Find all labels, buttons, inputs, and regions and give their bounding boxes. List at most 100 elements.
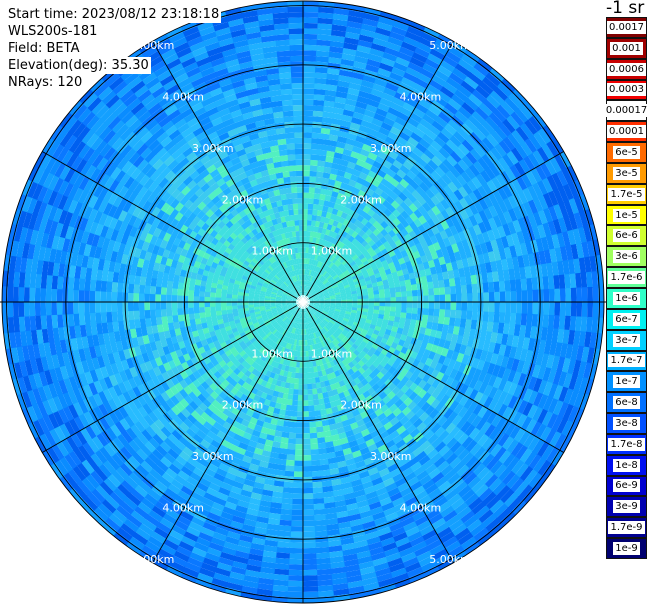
heatmap-cell <box>317 307 324 311</box>
heatmap-cell <box>293 126 304 133</box>
heatmap-cell <box>305 350 309 357</box>
heatmap-cell <box>248 306 255 311</box>
heatmap-cell <box>297 312 300 318</box>
heatmap-cell <box>317 447 327 455</box>
heatmap-cell <box>367 287 374 292</box>
heatmap-cell <box>303 126 313 133</box>
heatmap-cell <box>337 263 344 270</box>
heatmap-cell <box>314 331 319 338</box>
heatmap-cell <box>247 334 255 341</box>
heatmap-cell <box>297 345 301 352</box>
heatmap-cell <box>237 301 243 306</box>
heatmap-cell <box>316 280 322 286</box>
heatmap-cell <box>259 321 266 327</box>
heatmap-cell <box>307 303 314 307</box>
heatmap-cell <box>270 319 277 325</box>
heatmap-cell <box>308 316 312 323</box>
heatmap-cell <box>309 427 317 434</box>
heatmap-cell <box>321 210 328 218</box>
heatmap-cell <box>332 286 339 291</box>
heatmap-cell <box>150 316 158 326</box>
heatmap-cell <box>292 310 297 316</box>
heatmap-cell <box>326 337 332 344</box>
heatmap-cell <box>264 299 271 302</box>
heatmap-cell <box>242 326 250 332</box>
heatmap-cell <box>292 104 304 111</box>
heatmap-cell <box>317 281 323 287</box>
heatmap-cell <box>293 258 298 265</box>
heatmap-cell <box>327 276 333 282</box>
heatmap-cell <box>288 294 294 298</box>
heatmap-cell <box>306 323 309 330</box>
heatmap-cell <box>238 288 245 293</box>
heatmap-cell <box>344 350 351 358</box>
heatmap-cell <box>382 279 389 286</box>
heatmap-cell <box>282 268 287 275</box>
heatmap-cell <box>290 520 303 527</box>
heatmap-cell <box>361 285 368 290</box>
heatmap-cell <box>362 337 370 344</box>
heatmap-cell <box>281 233 287 240</box>
heatmap-cell <box>283 291 289 296</box>
heatmap-cell <box>280 328 286 335</box>
heatmap-cell <box>295 281 298 287</box>
heatmap-cell <box>276 281 282 286</box>
heatmap-cell <box>344 233 352 241</box>
heatmap-cell <box>277 290 284 295</box>
heatmap-cell <box>292 304 299 307</box>
heatmap-cell <box>305 247 309 254</box>
heatmap-cell <box>318 221 325 229</box>
heatmap-cell <box>240 229 249 237</box>
heatmap-cell <box>302 504 314 510</box>
heatmap-cell <box>312 399 320 406</box>
heatmap-cell <box>231 349 240 358</box>
heatmap-cell <box>268 325 275 332</box>
heatmap-cell <box>324 297 331 300</box>
heatmap-cell <box>317 227 324 234</box>
heatmap-cell <box>273 322 279 328</box>
heatmap-cell <box>251 242 259 250</box>
heatmap-cell <box>306 339 310 346</box>
heatmap-cell <box>284 127 295 134</box>
heatmap-cell <box>214 328 222 336</box>
heatmap-cell <box>293 460 303 467</box>
heatmap-cell <box>300 312 302 319</box>
heatmap-cell <box>308 322 312 329</box>
heatmap-cell <box>262 315 269 320</box>
heatmap-cell <box>252 248 260 256</box>
heatmap-cell <box>281 304 287 307</box>
heatmap-cell <box>283 267 289 274</box>
heatmap-cell <box>316 431 325 439</box>
heatmap-cell <box>292 389 299 395</box>
heatmap-cell <box>323 332 329 339</box>
heatmap-cell <box>312 271 317 278</box>
heatmap-cell <box>315 325 320 332</box>
heatmap-cell <box>262 284 269 289</box>
heatmap-cell <box>366 246 375 255</box>
heatmap-cell <box>204 296 211 302</box>
heatmap-cell <box>265 278 271 283</box>
heatmap-cell <box>270 360 277 367</box>
heatmap-cell <box>353 266 361 273</box>
heatmap-cell <box>303 252 306 259</box>
heatmap-cell <box>338 361 345 369</box>
heatmap-cell <box>315 287 321 292</box>
heatmap-cell <box>461 302 468 312</box>
heatmap-cell <box>321 288 328 293</box>
heatmap-cell <box>300 274 302 281</box>
heatmap-cell <box>149 309 157 319</box>
heatmap-cell <box>443 278 451 288</box>
heatmap-cell <box>438 279 445 289</box>
heatmap-cell <box>295 286 299 293</box>
heatmap-cell <box>272 288 279 293</box>
heatmap-cell <box>297 247 301 254</box>
heatmap-cell <box>329 383 337 391</box>
heatmap-cell <box>304 329 307 335</box>
heatmap-cell <box>411 307 418 315</box>
heatmap-cell <box>183 313 190 321</box>
heatmap-cell <box>272 277 278 283</box>
heatmap-cell <box>324 259 330 266</box>
heatmap-cell <box>127 292 134 302</box>
heatmap-cell <box>318 376 325 383</box>
heatmap-cell <box>362 347 370 354</box>
